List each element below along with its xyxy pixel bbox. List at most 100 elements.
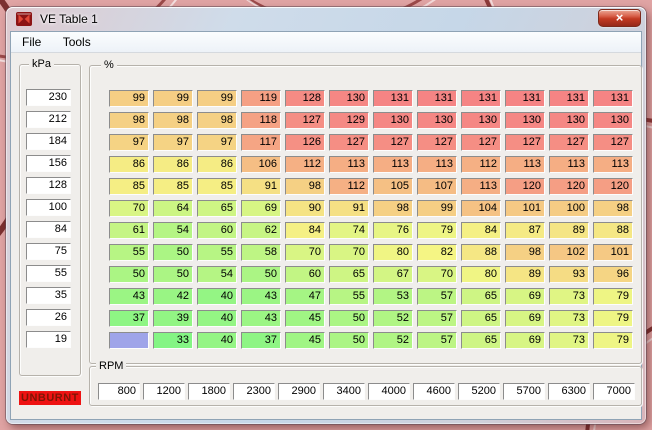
ve-cell[interactable]: 55 [109,244,149,261]
kpa-cell[interactable]: 100 [26,199,71,216]
ve-cell[interactable]: 86 [109,156,149,173]
ve-cell[interactable]: 88 [593,222,633,239]
ve-cell[interactable]: 57 [417,310,457,327]
ve-cell[interactable]: 37 [241,332,281,349]
ve-cell[interactable]: 99 [109,90,149,107]
ve-cell[interactable]: 52 [373,310,413,327]
ve-cell[interactable]: 120 [593,178,633,195]
ve-cell[interactable]: 127 [285,112,325,129]
ve-cell[interactable]: 53 [373,288,413,305]
ve-cell[interactable]: 85 [153,178,193,195]
ve-cell[interactable]: 79 [417,222,457,239]
kpa-cell[interactable]: 84 [26,221,71,238]
ve-cell[interactable]: 55 [329,288,369,305]
ve-cell[interactable]: 45 [285,332,325,349]
ve-cell[interactable]: 86 [153,156,193,173]
rpm-cell[interactable]: 1800 [188,383,230,400]
ve-cell[interactable]: 76 [373,222,413,239]
ve-cell[interactable]: 40 [197,288,237,305]
ve-cell[interactable]: 107 [417,178,457,195]
ve-cell[interactable]: 65 [329,266,369,283]
ve-cell[interactable]: 79 [593,332,633,349]
kpa-cell[interactable]: 128 [26,177,71,194]
ve-cell[interactable]: 91 [241,178,281,195]
ve-cell[interactable]: 97 [153,134,193,151]
menu-tools[interactable]: Tools [62,35,91,49]
ve-cell[interactable]: 79 [593,288,633,305]
ve-cell[interactable]: 74 [329,222,369,239]
ve-cell[interactable]: 113 [593,156,633,173]
ve-cell[interactable]: 47 [285,288,325,305]
ve-cell[interactable]: 99 [197,90,237,107]
ve-cell[interactable]: 98 [593,200,633,217]
ve-cell[interactable]: 69 [241,200,281,217]
ve-cell[interactable]: 85 [197,178,237,195]
ve-cell[interactable]: 50 [153,266,193,283]
ve-cell[interactable]: 52 [373,332,413,349]
ve-cell[interactable]: 131 [593,90,633,107]
rpm-cell[interactable]: 6300 [548,383,590,400]
ve-cell[interactable]: 89 [505,266,545,283]
ve-cell[interactable]: 79 [593,310,633,327]
rpm-cell[interactable]: 5200 [458,383,500,400]
rpm-cell[interactable]: 3400 [323,383,365,400]
ve-cell[interactable]: 113 [373,156,413,173]
ve-cell[interactable]: 98 [285,178,325,195]
ve-cell[interactable]: 127 [461,134,501,151]
ve-cell[interactable]: 100 [549,200,589,217]
rpm-cell[interactable]: 1200 [143,383,185,400]
ve-cell[interactable]: 42 [153,288,193,305]
kpa-cell[interactable]: 212 [26,111,71,128]
ve-cell[interactable]: 127 [329,134,369,151]
ve-cell[interactable]: 64 [153,200,193,217]
ve-cell[interactable]: 91 [329,200,369,217]
ve-cell[interactable]: 113 [461,178,501,195]
ve-cell[interactable]: 112 [461,156,501,173]
ve-cell[interactable]: 127 [417,134,457,151]
ve-cell[interactable]: 113 [329,156,369,173]
ve-cell[interactable]: 50 [329,332,369,349]
ve-cell[interactable]: 70 [285,244,325,261]
ve-cell[interactable]: 113 [505,156,545,173]
ve-cell[interactable]: 102 [549,244,589,261]
ve-cell[interactable]: 80 [461,266,501,283]
rpm-cell[interactable]: 5700 [503,383,545,400]
ve-cell[interactable]: 54 [197,266,237,283]
ve-cell[interactable]: 65 [461,332,501,349]
close-button[interactable]: × [598,9,641,27]
ve-cell[interactable]: 93 [549,266,589,283]
ve-cell[interactable]: 113 [549,156,589,173]
kpa-cell[interactable]: 26 [26,309,71,326]
ve-cell[interactable]: 105 [373,178,413,195]
ve-cell-selected[interactable] [109,332,149,349]
ve-cell[interactable]: 98 [505,244,545,261]
ve-cell[interactable]: 39 [153,310,193,327]
ve-cell[interactable]: 98 [197,112,237,129]
rpm-cell[interactable]: 2300 [233,383,275,400]
ve-cell[interactable]: 57 [417,288,457,305]
ve-cell[interactable]: 130 [417,112,457,129]
ve-cell[interactable]: 98 [373,200,413,217]
ve-cell[interactable]: 60 [197,222,237,239]
kpa-cell[interactable]: 230 [26,89,71,106]
ve-cell[interactable]: 70 [417,266,457,283]
ve-cell[interactable]: 130 [373,112,413,129]
ve-cell[interactable]: 43 [241,310,281,327]
ve-cell[interactable]: 37 [109,310,149,327]
rpm-cell[interactable]: 7000 [593,383,635,400]
ve-cell[interactable]: 127 [505,134,545,151]
ve-cell[interactable]: 73 [549,288,589,305]
ve-cell[interactable]: 65 [197,200,237,217]
ve-cell[interactable]: 61 [109,222,149,239]
ve-cell[interactable]: 65 [461,288,501,305]
ve-cell[interactable]: 58 [241,244,281,261]
ve-cell[interactable]: 131 [373,90,413,107]
ve-cell[interactable]: 127 [549,134,589,151]
ve-cell[interactable]: 113 [417,156,457,173]
ve-cell[interactable]: 40 [197,332,237,349]
ve-cell[interactable]: 98 [153,112,193,129]
ve-cell[interactable]: 60 [285,266,325,283]
rpm-cell[interactable]: 2900 [278,383,320,400]
ve-cell[interactable]: 55 [197,244,237,261]
ve-cell[interactable]: 90 [285,200,325,217]
